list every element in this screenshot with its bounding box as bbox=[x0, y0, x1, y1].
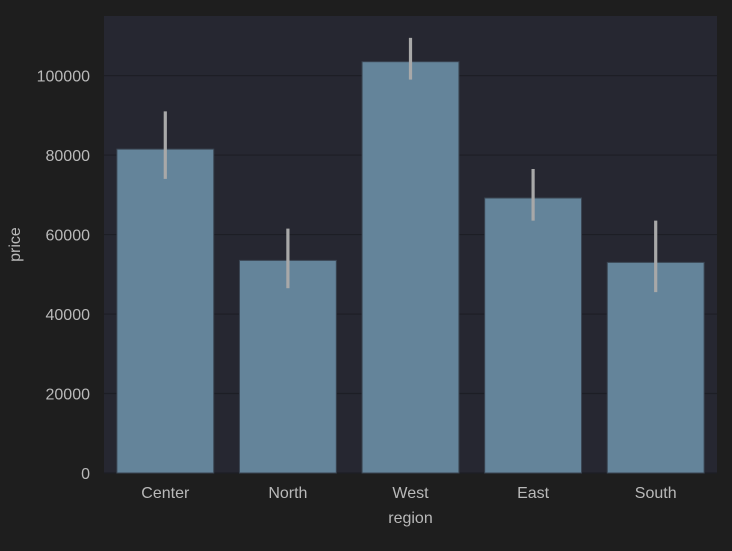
y-tick-label-5: 100000 bbox=[37, 69, 90, 86]
bars bbox=[116, 61, 705, 474]
y-tick-label-2: 40000 bbox=[46, 307, 91, 324]
x-tick-label-south: South bbox=[635, 485, 677, 502]
bar-north bbox=[238, 259, 337, 474]
x-axis-ticks: Center North West East South bbox=[141, 485, 676, 502]
bar-south bbox=[606, 261, 705, 474]
y-tick-label-0: 0 bbox=[81, 466, 90, 483]
x-axis-label: region bbox=[388, 510, 432, 527]
bar-center bbox=[116, 148, 215, 474]
y-tick-label-3: 60000 bbox=[46, 228, 91, 245]
bar-west bbox=[361, 61, 460, 474]
error-bars bbox=[163, 37, 658, 293]
y-tick-label-1: 20000 bbox=[46, 387, 91, 404]
bar-east bbox=[484, 197, 583, 474]
x-tick-label-west: West bbox=[392, 485, 429, 502]
y-tick-label-4: 80000 bbox=[46, 148, 91, 165]
x-tick-label-east: East bbox=[517, 485, 550, 502]
y-axis-label: price bbox=[7, 227, 24, 262]
x-tick-label-center: Center bbox=[141, 485, 190, 502]
y-axis-ticks: 0 20000 40000 60000 80000 100000 bbox=[37, 69, 90, 483]
x-tick-label-north: North bbox=[268, 485, 307, 502]
